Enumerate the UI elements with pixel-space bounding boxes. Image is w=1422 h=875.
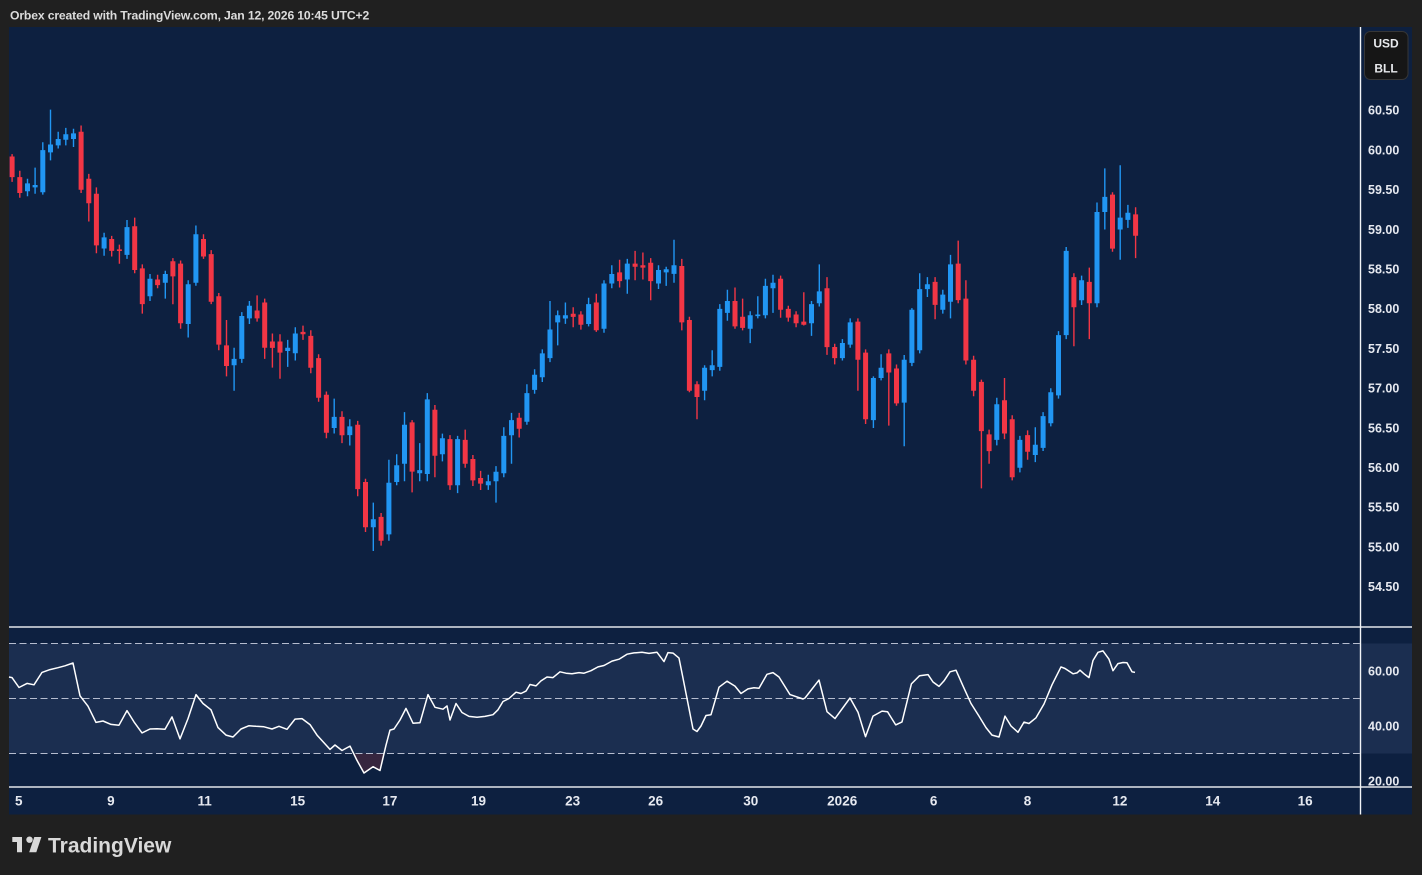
svg-text:TradingView: TradingView bbox=[48, 835, 172, 858]
svg-text:55.00: 55.00 bbox=[1368, 540, 1399, 554]
svg-text:60.00: 60.00 bbox=[1368, 664, 1399, 678]
svg-text:60.50: 60.50 bbox=[1368, 104, 1399, 118]
svg-text:57.50: 57.50 bbox=[1368, 342, 1399, 356]
svg-text:58.00: 58.00 bbox=[1368, 302, 1399, 316]
svg-text:6: 6 bbox=[930, 794, 938, 809]
svg-text:Orbex created with TradingView: Orbex created with TradingView.com, Jan … bbox=[10, 9, 370, 23]
svg-text:5: 5 bbox=[15, 794, 23, 809]
svg-text:15: 15 bbox=[290, 794, 306, 809]
svg-text:56.00: 56.00 bbox=[1368, 461, 1399, 475]
svg-text:8: 8 bbox=[1024, 794, 1032, 809]
svg-text:60.00: 60.00 bbox=[1368, 143, 1399, 157]
svg-text:55.50: 55.50 bbox=[1368, 501, 1399, 515]
svg-text:12: 12 bbox=[1112, 794, 1127, 809]
svg-text:16: 16 bbox=[1298, 794, 1314, 809]
svg-text:19: 19 bbox=[471, 794, 486, 809]
svg-text:54.50: 54.50 bbox=[1368, 580, 1399, 594]
svg-text:23: 23 bbox=[565, 794, 581, 809]
svg-text:56.50: 56.50 bbox=[1368, 421, 1399, 435]
svg-text:40.00: 40.00 bbox=[1368, 719, 1399, 733]
svg-text:9: 9 bbox=[107, 794, 115, 809]
svg-text:2026: 2026 bbox=[827, 794, 858, 809]
svg-text:26: 26 bbox=[648, 794, 664, 809]
svg-text:USD: USD bbox=[1373, 37, 1399, 51]
svg-text:11: 11 bbox=[197, 794, 212, 809]
svg-text:BLL: BLL bbox=[1374, 62, 1397, 76]
svg-text:59.00: 59.00 bbox=[1368, 223, 1399, 237]
svg-text:17: 17 bbox=[382, 794, 397, 809]
svg-text:57.00: 57.00 bbox=[1368, 382, 1399, 396]
svg-text:58.50: 58.50 bbox=[1368, 263, 1399, 277]
svg-text:30: 30 bbox=[743, 794, 758, 809]
svg-text:59.50: 59.50 bbox=[1368, 183, 1399, 197]
svg-text:14: 14 bbox=[1205, 794, 1221, 809]
svg-text:20.00: 20.00 bbox=[1368, 774, 1399, 788]
